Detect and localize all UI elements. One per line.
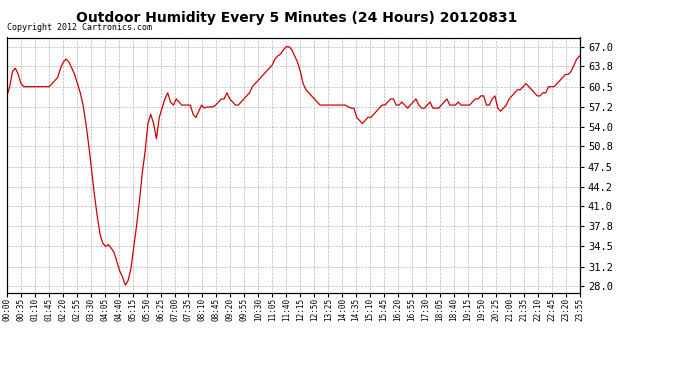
- Text: Copyright 2012 Cartronics.com: Copyright 2012 Cartronics.com: [7, 23, 152, 32]
- Text: Outdoor Humidity Every 5 Minutes (24 Hours) 20120831: Outdoor Humidity Every 5 Minutes (24 Hou…: [76, 11, 518, 25]
- Text: Humidity  (%): Humidity (%): [591, 18, 668, 28]
